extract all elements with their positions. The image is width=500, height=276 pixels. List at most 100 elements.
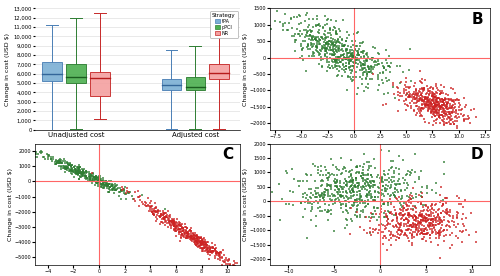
Point	[442, 100, 450, 105]
Point	[395, 154, 403, 159]
Point	[438, 218, 446, 222]
Point	[432, 110, 440, 115]
Point	[388, 81, 396, 86]
Point	[178, 226, 186, 230]
Point	[372, 209, 380, 213]
Bar	[210, 64, 229, 79]
Point	[353, 49, 361, 53]
Point	[84, 170, 92, 174]
Point	[171, 224, 179, 229]
Point	[425, 99, 433, 104]
Point	[434, 111, 442, 116]
Point	[314, 200, 322, 205]
Point	[378, 180, 386, 184]
Point	[344, 33, 352, 38]
Point	[76, 165, 84, 169]
Point	[400, 158, 407, 162]
Point	[378, 198, 386, 202]
Point	[358, 171, 366, 176]
Point	[348, 187, 356, 192]
Point	[312, 164, 320, 168]
Point	[437, 199, 445, 203]
Point	[432, 218, 440, 222]
Point	[394, 188, 402, 192]
Point	[379, 242, 387, 246]
Point	[192, 233, 200, 238]
Point	[436, 255, 444, 260]
Point	[62, 164, 70, 169]
Point	[420, 95, 428, 99]
Point	[370, 205, 378, 210]
Point	[169, 219, 177, 223]
Point	[104, 182, 112, 186]
Point	[429, 219, 437, 223]
Point	[432, 97, 440, 101]
Point	[363, 193, 371, 197]
Point	[332, 188, 340, 192]
Point	[359, 49, 367, 53]
Point	[320, 189, 328, 194]
Point	[316, 164, 324, 168]
Point	[173, 224, 181, 229]
Point	[412, 104, 420, 108]
Point	[168, 220, 175, 224]
Point	[446, 116, 454, 120]
Point	[106, 179, 114, 183]
Point	[156, 212, 164, 216]
Point	[324, 176, 332, 181]
Point	[119, 187, 127, 192]
Point	[364, 202, 372, 206]
Point	[340, 184, 348, 189]
Point	[416, 214, 424, 218]
Point	[313, 44, 321, 49]
Point	[150, 207, 158, 211]
Point	[172, 227, 179, 231]
Point	[66, 164, 74, 168]
Point	[194, 237, 202, 241]
Point	[438, 204, 446, 208]
Point	[443, 101, 451, 106]
Point	[428, 102, 436, 106]
Point	[355, 197, 363, 201]
Point	[279, 27, 287, 32]
Point	[404, 224, 412, 228]
Point	[365, 184, 373, 189]
Point	[378, 71, 386, 75]
Point	[198, 237, 206, 242]
Point	[464, 114, 472, 118]
Point	[330, 53, 338, 57]
Point	[55, 161, 63, 165]
Point	[379, 64, 387, 68]
Point	[389, 159, 397, 164]
Point	[200, 246, 208, 250]
Point	[92, 174, 100, 179]
Point	[100, 185, 108, 190]
Point	[68, 169, 76, 173]
Point	[337, 194, 345, 199]
Point	[44, 153, 52, 157]
Point	[302, 192, 310, 197]
Point	[339, 187, 347, 192]
Point	[424, 106, 432, 110]
Point	[325, 209, 333, 213]
Point	[333, 32, 341, 37]
Point	[416, 94, 424, 99]
Point	[33, 154, 41, 159]
Point	[176, 227, 184, 232]
Point	[172, 226, 180, 231]
Point	[436, 231, 444, 235]
Point	[406, 211, 413, 215]
Point	[377, 191, 385, 195]
Point	[314, 164, 322, 169]
Point	[162, 215, 170, 219]
Point	[349, 203, 357, 208]
Point	[386, 194, 394, 198]
Point	[360, 152, 368, 157]
Point	[74, 171, 82, 176]
Point	[356, 189, 364, 194]
Point	[334, 47, 342, 52]
Point	[430, 226, 438, 230]
Point	[389, 83, 397, 87]
Point	[392, 212, 400, 216]
Point	[404, 220, 412, 224]
